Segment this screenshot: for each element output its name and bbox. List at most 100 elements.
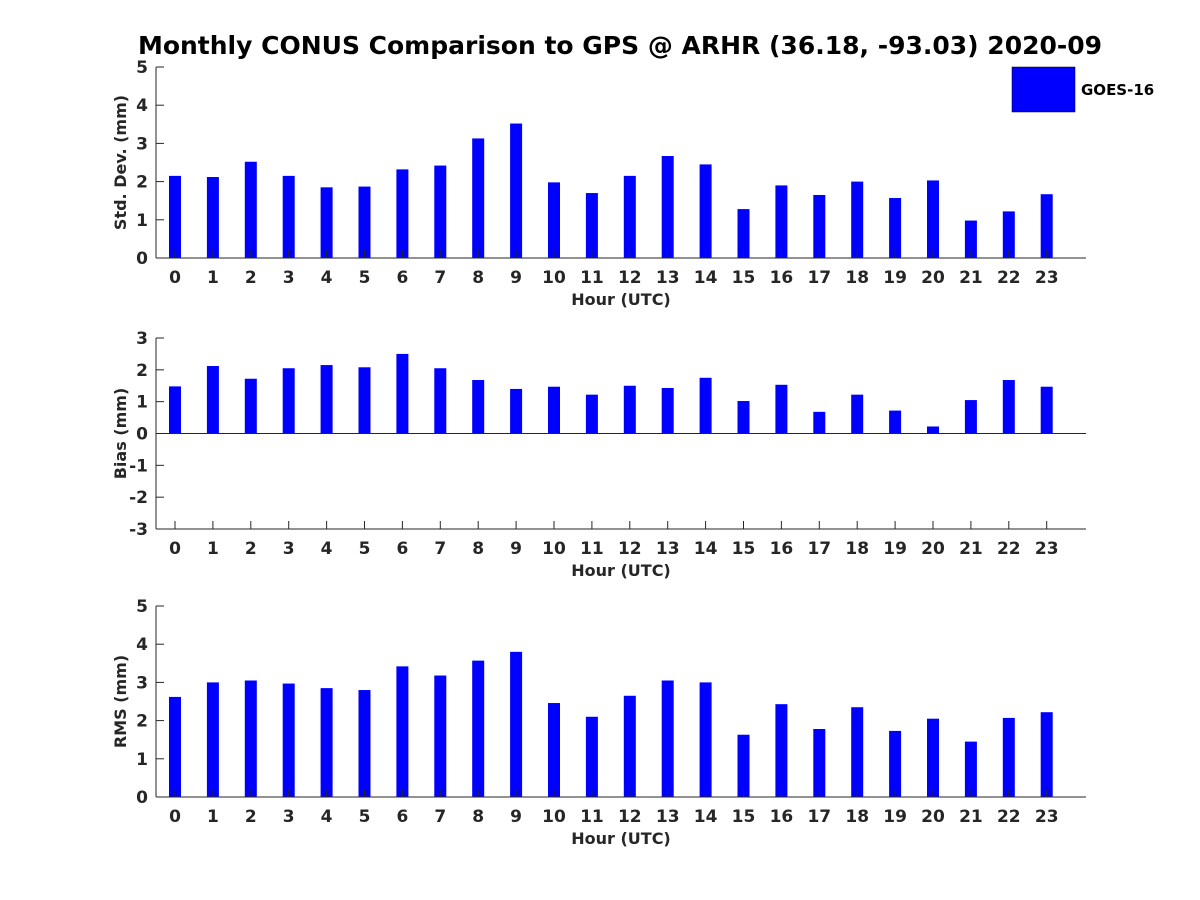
- x-tick-label: 8: [472, 539, 484, 559]
- x-tick-label: 13: [656, 807, 680, 827]
- x-tick-label: 23: [1035, 807, 1059, 827]
- y-tick-label: -1: [129, 456, 148, 476]
- bar: [737, 401, 750, 434]
- bar: [548, 182, 560, 258]
- bar: [1040, 712, 1053, 797]
- y-tick-label: 0: [136, 788, 148, 808]
- y-axis-label: RMS (mm): [111, 655, 130, 748]
- bar: [358, 367, 371, 434]
- y-tick-label: 5: [136, 58, 148, 78]
- x-tick-label: 5: [359, 539, 371, 559]
- x-tick-label: 12: [618, 539, 642, 559]
- bar: [206, 366, 219, 434]
- bar: [1040, 386, 1053, 434]
- x-tick-label: 16: [770, 268, 794, 288]
- bar: [548, 386, 560, 434]
- y-tick-label: 0: [136, 249, 148, 269]
- y-tick-label: 0: [136, 425, 148, 445]
- x-tick-label: 23: [1035, 268, 1059, 288]
- x-tick-label: 19: [883, 539, 907, 559]
- x-tick-label: 2: [245, 807, 257, 827]
- bar: [434, 368, 447, 434]
- x-tick-label: 17: [807, 807, 831, 827]
- x-tick-label: 14: [694, 807, 718, 827]
- bar: [396, 169, 409, 258]
- x-tick-label: 18: [845, 268, 869, 288]
- bar: [964, 741, 977, 797]
- x-tick-label: 13: [656, 268, 680, 288]
- bar: [737, 209, 750, 258]
- x-tick-label: 14: [694, 268, 718, 288]
- x-tick-label: 3: [283, 268, 295, 288]
- bar: [851, 707, 864, 797]
- bar: [661, 387, 674, 434]
- bar: [813, 729, 826, 797]
- bar: [927, 180, 939, 258]
- bar: [623, 695, 636, 797]
- x-tick-label: 8: [472, 807, 484, 827]
- bar: [206, 177, 219, 258]
- x-axis-label: Hour (UTC): [571, 829, 671, 848]
- bar: [169, 386, 181, 434]
- bar: [851, 394, 864, 434]
- x-tick-label: 7: [434, 539, 446, 559]
- bar: [889, 730, 902, 797]
- x-tick-label: 19: [883, 807, 907, 827]
- bar: [358, 690, 371, 797]
- x-tick-label: 10: [542, 539, 566, 559]
- x-tick-label: 10: [542, 268, 566, 288]
- y-tick-label: 5: [136, 597, 148, 617]
- x-tick-label: 2: [245, 268, 257, 288]
- bar: [396, 353, 409, 434]
- bar: [775, 185, 788, 258]
- bar: [661, 156, 674, 258]
- x-tick-label: 15: [732, 539, 756, 559]
- x-tick-label: 5: [359, 807, 371, 827]
- bar: [320, 688, 333, 797]
- bar: [282, 175, 295, 258]
- x-tick-label: 9: [510, 539, 522, 559]
- bar: [585, 193, 598, 258]
- x-tick-label: 21: [959, 539, 983, 559]
- bar: [1002, 380, 1015, 434]
- bar: [510, 388, 523, 434]
- bar: [699, 377, 712, 434]
- x-tick-label: 11: [580, 807, 604, 827]
- bar: [282, 683, 295, 797]
- x-tick-label: 8: [472, 268, 484, 288]
- bar: [775, 384, 788, 434]
- x-tick-label: 20: [921, 807, 945, 827]
- bar: [813, 411, 826, 434]
- x-tick-label: 11: [580, 539, 604, 559]
- x-tick-label: 15: [732, 268, 756, 288]
- x-tick-label: 5: [359, 268, 371, 288]
- bar: [434, 165, 447, 258]
- x-tick-label: 17: [807, 268, 831, 288]
- bar: [320, 187, 333, 258]
- bar: [964, 220, 977, 258]
- x-tick-label: 4: [321, 539, 333, 559]
- x-tick-label: 10: [542, 807, 566, 827]
- y-tick-label: -2: [129, 488, 148, 508]
- x-tick-label: 20: [921, 539, 945, 559]
- bar: [472, 138, 485, 258]
- y-axis-label: Std. Dev. (mm): [111, 95, 130, 230]
- x-tick-label: 2: [245, 539, 257, 559]
- bar: [320, 365, 333, 434]
- bar: [889, 410, 902, 434]
- y-tick-label: 2: [136, 173, 148, 193]
- bar: [472, 380, 485, 434]
- y-tick-label: 2: [136, 712, 148, 732]
- y-tick-label: 3: [136, 673, 148, 693]
- x-tick-label: 11: [580, 268, 604, 288]
- x-tick-label: 7: [434, 268, 446, 288]
- x-tick-label: 0: [169, 539, 181, 559]
- bar: [510, 651, 523, 797]
- bar: [1040, 194, 1053, 258]
- x-tick-label: 9: [510, 807, 522, 827]
- x-tick-label: 0: [169, 268, 181, 288]
